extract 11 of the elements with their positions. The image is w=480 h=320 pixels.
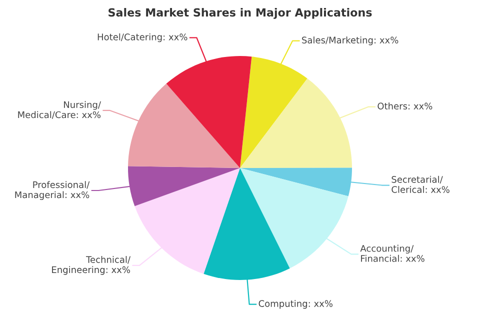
- slice-label: Computing: xx%: [258, 300, 333, 309]
- slice-label: Professional/Managerial: xx%: [15, 181, 90, 200]
- slice-label: Accounting/Financial: xx%: [360, 244, 424, 262]
- slice-label: Secretarial/Clerical: xx%: [392, 176, 450, 193]
- slice-label: Others: xx%: [378, 102, 432, 110]
- chart-title: Sales Market Shares in Major Applications: [108, 8, 372, 19]
- slice-label: Nursing/Medical/Care: xx%: [18, 101, 102, 119]
- slice-label: Hotel/Catering: xx%: [98, 33, 188, 42]
- slice-label: Technical/Engineering: xx%: [52, 256, 131, 275]
- slice-label: Sales/Marketing: xx%: [302, 36, 398, 46]
- pie-slice: [134, 168, 240, 274]
